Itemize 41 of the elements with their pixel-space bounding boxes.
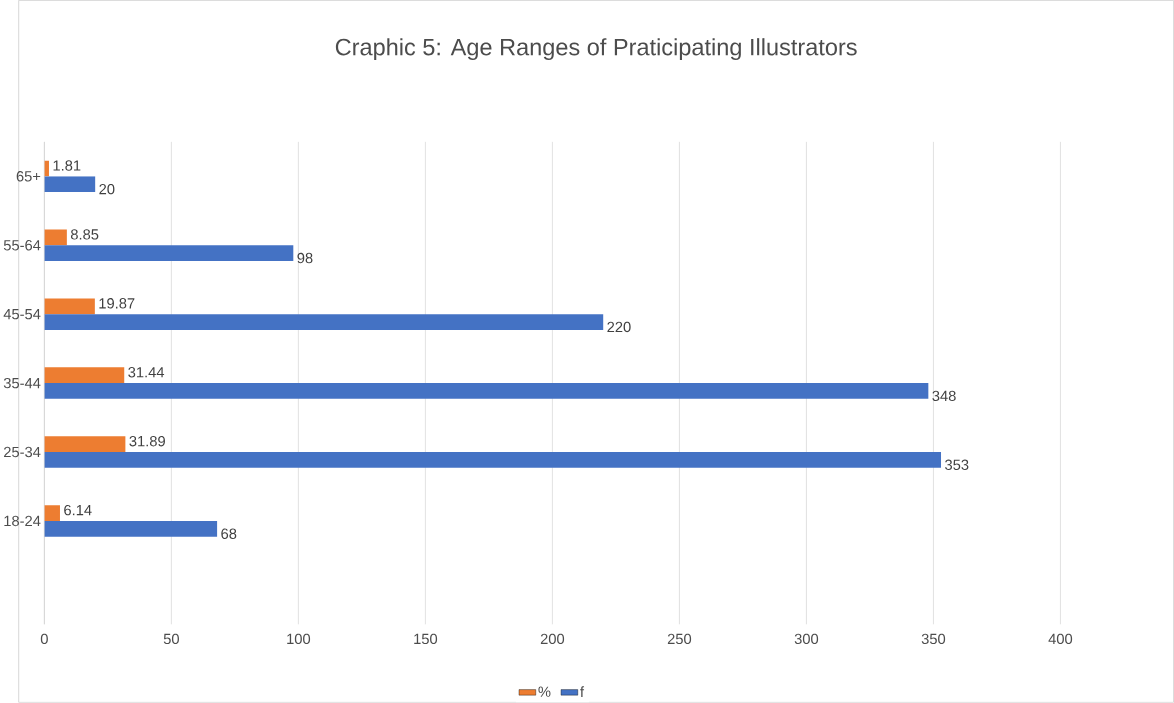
data-label: 31.44 bbox=[128, 367, 165, 378]
data-label: 220 bbox=[607, 321, 631, 333]
x-tick-label: 400 bbox=[1048, 633, 1073, 645]
chart-title: Craphic 5: Age Ranges of Praticipating Illustrators bbox=[335, 38, 857, 61]
data-label: 8.85 bbox=[70, 229, 99, 240]
data-label: 20 bbox=[99, 184, 115, 195]
legend-label: % bbox=[538, 686, 551, 697]
bar bbox=[44, 245, 294, 262]
bar bbox=[44, 314, 604, 331]
data-label: 31.89 bbox=[129, 436, 165, 447]
bar bbox=[44, 367, 125, 384]
x-tick-label: 100 bbox=[287, 633, 311, 645]
y-tick-label: 65+ bbox=[16, 171, 41, 182]
data-label: 19.87 bbox=[99, 298, 135, 309]
data-label: 1.81 bbox=[53, 160, 81, 171]
x-tick-label: 0 bbox=[40, 633, 48, 645]
bar bbox=[44, 229, 67, 246]
data-label: 68 bbox=[221, 528, 237, 540]
bar bbox=[44, 452, 942, 468]
legend-label: f bbox=[580, 686, 585, 698]
y-tick-label: 55-64 bbox=[3, 240, 41, 251]
bar bbox=[44, 436, 126, 453]
x-tick-label: 300 bbox=[794, 633, 819, 645]
y-tick-label: 25-34 bbox=[4, 446, 41, 458]
x-tick-label: 200 bbox=[540, 633, 565, 645]
bar bbox=[44, 505, 60, 522]
data-label: 348 bbox=[932, 390, 956, 402]
x-tick-label: 350 bbox=[921, 633, 946, 645]
x-tick-label: 250 bbox=[667, 633, 692, 645]
y-tick-label: 18-24 bbox=[4, 515, 41, 527]
bar bbox=[44, 176, 96, 193]
x-tick-label: 50 bbox=[163, 633, 179, 645]
bar bbox=[44, 383, 929, 399]
y-tick-label: 35-44 bbox=[3, 377, 41, 389]
bar bbox=[44, 298, 95, 315]
bar bbox=[44, 521, 218, 537]
data-label: 98 bbox=[297, 252, 313, 264]
x-tick-label: 150 bbox=[414, 633, 438, 645]
y-tick-label: 45-54 bbox=[3, 309, 41, 320]
data-label: 353 bbox=[945, 459, 969, 471]
data-label: 6.14 bbox=[64, 505, 92, 516]
